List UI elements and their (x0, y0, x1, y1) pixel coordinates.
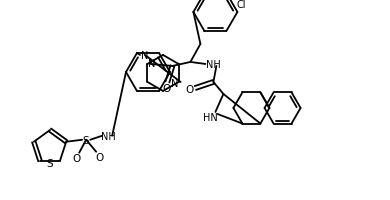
Text: O: O (162, 84, 170, 93)
Text: N: N (141, 51, 149, 61)
Text: NH: NH (101, 131, 115, 141)
Text: NH: NH (206, 60, 221, 70)
Text: N: N (171, 79, 178, 89)
Text: O: O (72, 153, 80, 163)
Text: S: S (83, 135, 89, 145)
Text: N: N (148, 59, 155, 69)
Text: O: O (185, 85, 193, 94)
Text: HN: HN (203, 112, 218, 122)
Text: S: S (47, 158, 53, 168)
Text: O: O (95, 152, 103, 162)
Text: Cl: Cl (237, 0, 246, 10)
